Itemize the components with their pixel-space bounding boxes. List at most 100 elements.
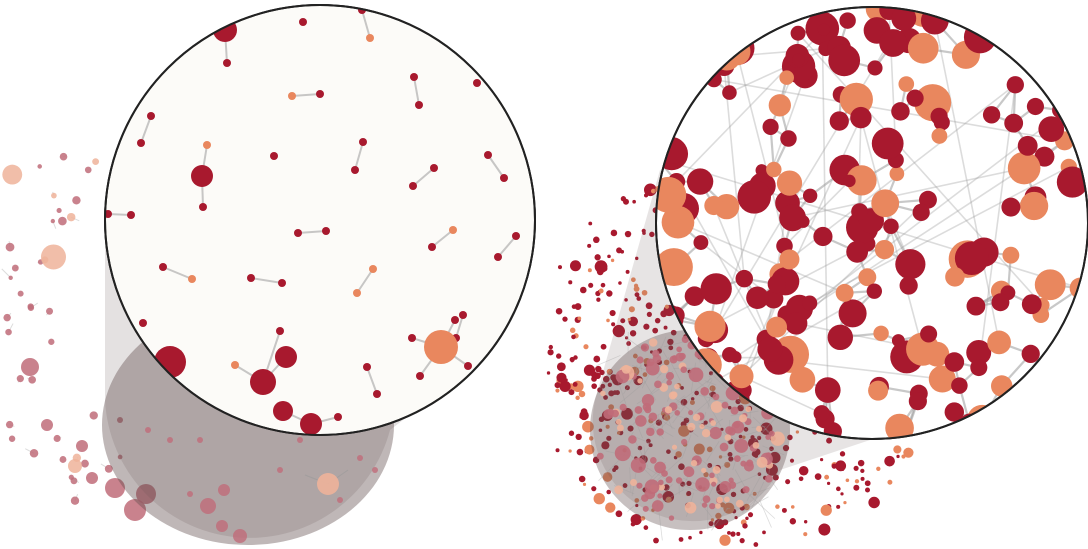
network-node	[322, 227, 330, 235]
network-node	[363, 363, 371, 371]
network-node	[707, 463, 713, 468]
network-edge	[658, 512, 663, 541]
network-node	[630, 513, 642, 526]
network-node	[727, 530, 731, 535]
network-node	[2, 164, 23, 185]
network-edge	[660, 336, 667, 349]
sparse-network-panel	[1, 4, 536, 545]
network-node	[247, 274, 255, 282]
network-node	[653, 537, 659, 544]
network-node	[709, 426, 722, 440]
network-node	[218, 484, 230, 496]
network-node	[277, 467, 283, 473]
network-node	[954, 241, 989, 276]
network-node	[730, 406, 739, 415]
network-node	[700, 273, 732, 305]
network-edge	[629, 467, 632, 493]
network-node	[703, 420, 708, 425]
network-node	[779, 204, 807, 232]
network-node	[607, 254, 611, 259]
network-node	[569, 260, 581, 272]
network-node	[593, 493, 605, 505]
network-node	[1021, 294, 1042, 315]
network-node	[635, 415, 647, 427]
network-edge	[711, 507, 729, 531]
network-node	[920, 325, 938, 343]
network-node	[990, 375, 1013, 397]
network-node	[624, 230, 632, 238]
network-node	[577, 316, 582, 321]
network-node	[430, 164, 438, 172]
network-node	[789, 366, 816, 393]
network-node	[494, 253, 502, 261]
network-node	[716, 496, 723, 504]
network-node	[568, 280, 573, 285]
network-node	[779, 249, 800, 270]
network-node	[693, 443, 705, 455]
network-node	[66, 212, 76, 222]
network-node	[600, 343, 607, 350]
network-node	[8, 275, 13, 280]
network-node	[630, 457, 646, 473]
network-node	[756, 425, 763, 432]
network-node	[51, 192, 57, 199]
network-node	[687, 422, 696, 431]
network-node	[640, 516, 646, 521]
network-node	[710, 420, 717, 426]
network-node	[594, 254, 601, 261]
network-node	[756, 435, 762, 441]
network-node	[568, 449, 572, 453]
network-node	[637, 445, 643, 451]
network-node	[145, 427, 151, 433]
network-node	[723, 496, 730, 503]
network-edge	[619, 380, 647, 404]
network-edge	[721, 461, 729, 468]
network-node	[684, 286, 705, 306]
network-node	[1038, 116, 1065, 143]
network-node	[610, 229, 618, 237]
network-node	[622, 483, 628, 488]
network-node	[554, 382, 561, 389]
network-node	[664, 406, 673, 414]
network-edge	[821, 28, 829, 391]
network-node	[718, 455, 723, 459]
network-node	[5, 420, 14, 429]
network-node	[1017, 135, 1038, 156]
network-node	[746, 459, 754, 467]
network-node	[645, 302, 653, 310]
network-node	[868, 380, 889, 401]
network-node	[727, 451, 733, 457]
network-node	[734, 438, 749, 453]
network-node	[28, 375, 36, 384]
network-node	[11, 264, 19, 272]
network-node	[53, 434, 61, 443]
network-node	[709, 472, 715, 479]
network-node	[709, 502, 716, 510]
network-node	[843, 174, 856, 188]
network-node	[648, 443, 653, 448]
network-edge	[741, 375, 823, 415]
network-node	[578, 475, 586, 483]
network-node	[562, 316, 568, 322]
network-node	[745, 406, 752, 413]
network-node	[688, 535, 692, 540]
network-edge	[596, 355, 621, 367]
network-node	[3, 313, 11, 322]
network-node	[727, 405, 732, 410]
network-node	[831, 463, 837, 469]
network-node	[686, 480, 692, 487]
network-edge	[681, 434, 692, 459]
network-node	[768, 94, 791, 117]
network-node	[802, 295, 818, 311]
network-node	[709, 385, 716, 392]
network-node	[555, 448, 560, 453]
network-node	[789, 458, 795, 463]
network-node	[583, 344, 589, 350]
network-node	[665, 476, 673, 484]
network-node	[866, 283, 883, 299]
network-node	[643, 323, 650, 330]
network-edge	[140, 115, 152, 144]
network-node	[766, 316, 788, 338]
network-node	[601, 441, 610, 450]
network-node	[966, 339, 992, 365]
